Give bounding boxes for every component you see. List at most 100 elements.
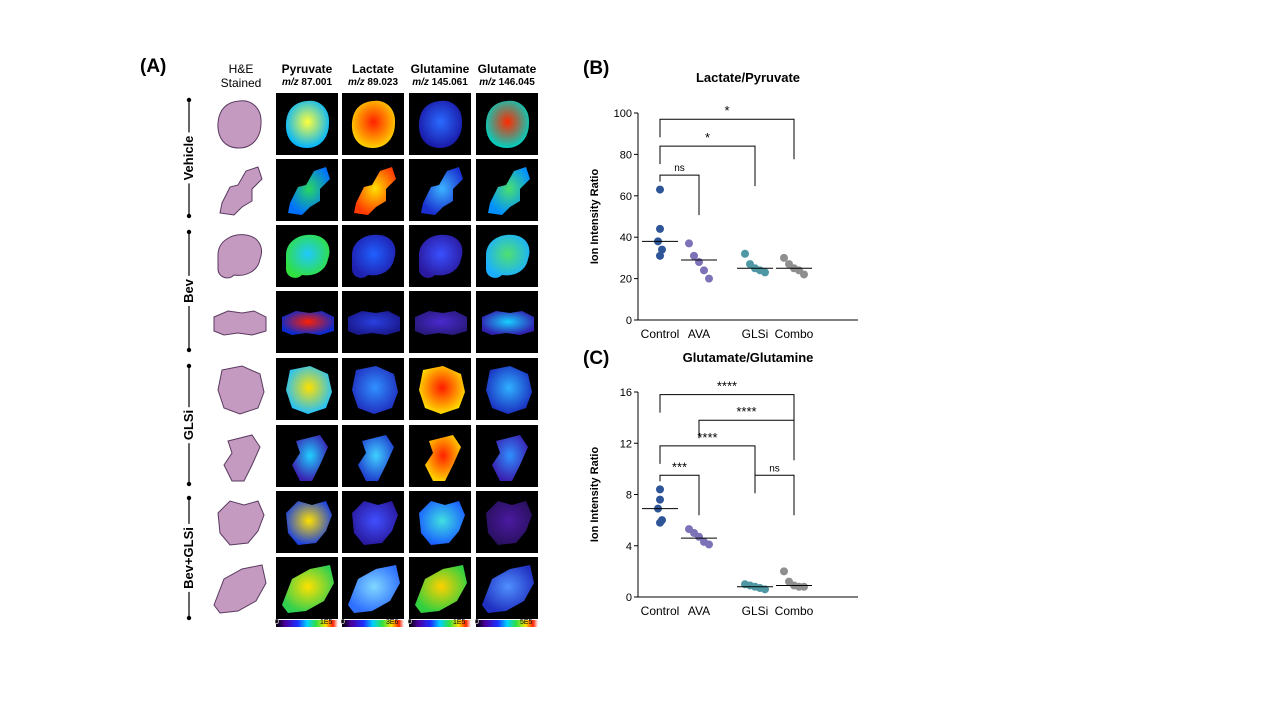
- ms-image-tile: [409, 93, 471, 155]
- ms-image-tile: [342, 491, 404, 553]
- he-stained-header: H&E Stained: [206, 62, 276, 90]
- data-point: [705, 540, 713, 549]
- he-stained-section: [217, 100, 262, 149]
- y-tick-label: 0: [626, 592, 632, 604]
- data-point: [761, 268, 769, 277]
- column-header-glutamine: Glutamine m/z 145.061: [405, 62, 475, 90]
- color-scale-bar: [342, 620, 404, 627]
- he-header-line1: H&E: [228, 62, 254, 76]
- group-label-bev-glsi: Bev+GLSi: [181, 524, 196, 592]
- significance-label: *: [705, 130, 710, 145]
- color-scale-bar: [276, 620, 338, 627]
- group-label-bev: Bev: [181, 276, 196, 306]
- ms-image-tile: [276, 491, 338, 553]
- chart-title: Lactate/Pyruvate: [696, 70, 800, 85]
- data-point: [800, 582, 808, 591]
- data-point: [658, 245, 666, 254]
- data-point: [780, 253, 788, 262]
- mz-value: 145.061: [431, 77, 468, 88]
- mz-value: 87.001: [301, 77, 333, 88]
- column-mz: m/z 89.023: [338, 76, 408, 90]
- y-tick-label: 4: [626, 541, 632, 553]
- significance-bracket: [659, 118, 795, 160]
- column-header-lactate: Lactate m/z 89.023: [338, 62, 408, 90]
- data-point: [656, 485, 664, 494]
- mz-prefix: m/z: [412, 77, 429, 88]
- scale-min-label: 0: [408, 619, 412, 626]
- y-tick-label: 16: [620, 387, 632, 399]
- group-label-vehicle: Vehicle: [181, 132, 196, 184]
- ms-image-tile: [276, 358, 338, 420]
- significance-label: *: [724, 103, 729, 118]
- column-mz: m/z 145.061: [405, 76, 475, 90]
- ms-image-tile: [342, 93, 404, 155]
- ms-image-tile: [342, 358, 404, 420]
- significance-bracket: [754, 474, 795, 516]
- x-tick-label: Control: [641, 327, 680, 341]
- x-tick-label: GLSi: [742, 327, 769, 341]
- mz-prefix: m/z: [281, 77, 299, 88]
- significance-bracket: [659, 174, 700, 216]
- data-point: [695, 532, 703, 541]
- column-name: Lactate: [351, 62, 395, 76]
- data-point: [690, 251, 698, 260]
- y-tick-label: 40: [620, 232, 632, 244]
- group-label-glsi: GLSi: [181, 406, 196, 444]
- x-tick-label: AVA: [688, 604, 710, 618]
- ms-image-tile: [409, 491, 471, 553]
- data-point: [761, 585, 769, 594]
- significance-bracket: [659, 394, 795, 435]
- he-stained-section: [223, 434, 261, 482]
- scale-min-label: 0: [341, 619, 345, 626]
- glutamate-glutamine-chart: Glutamate/Glutamine 0 4 8 12 16 Ion Intensity …: [589, 350, 858, 618]
- data-point: [700, 266, 708, 275]
- data-point: [741, 249, 749, 258]
- data-point: [656, 251, 664, 260]
- data-point: [800, 270, 808, 279]
- he-stained-section: [219, 166, 263, 216]
- significance-bracket: [659, 145, 756, 187]
- ms-image-tile: [476, 491, 538, 553]
- y-axis-label: Ion Intensity Ratio: [589, 447, 601, 543]
- y-tick-label: 80: [620, 149, 632, 161]
- ms-image-tile: [409, 225, 471, 287]
- y-tick-label: 100: [614, 108, 632, 120]
- mz-value: 89.023: [367, 77, 399, 88]
- color-scale-bar: [409, 620, 471, 627]
- significance-bracket: [659, 474, 700, 516]
- scale-max-label: 3E6: [386, 619, 399, 626]
- y-tick-label: 20: [620, 274, 632, 286]
- ms-image-tile: [276, 425, 338, 487]
- y-tick-label: 12: [620, 438, 632, 450]
- significance-bracket: [698, 419, 795, 461]
- significance-bracket: [659, 445, 756, 486]
- x-tick-label: Control: [641, 604, 680, 618]
- ms-image-tile: [476, 291, 538, 353]
- column-mz: m/z 146.045: [472, 76, 542, 90]
- ms-image-tile: [476, 93, 538, 155]
- ms-image-tile: [342, 425, 404, 487]
- lactate-pyruvate-chart: Lactate/Pyruvate 0 20 40 60 80 100 Ion Intensit…: [589, 70, 858, 341]
- ms-image-tile: [409, 358, 471, 420]
- he-header-line2: Stained: [220, 76, 262, 90]
- scale-min-label: 0: [475, 619, 479, 626]
- significance-label: ****: [697, 430, 717, 445]
- ms-image-tile: [409, 291, 471, 353]
- significance-label: ***: [672, 459, 687, 474]
- scale-max-label: 5E5: [520, 619, 533, 626]
- ms-image-tile: [342, 557, 404, 619]
- he-stained-section: [217, 234, 262, 279]
- significance-label: ns: [674, 163, 685, 174]
- ms-image-tile: [476, 425, 538, 487]
- y-tick-label: 60: [620, 191, 632, 203]
- significance-label: ****: [736, 404, 756, 419]
- panel-b-label: (B): [583, 58, 610, 79]
- ms-image-tile: [276, 225, 338, 287]
- ms-image-tile: [342, 159, 404, 221]
- column-name: Glutamate: [477, 62, 537, 76]
- ms-image-tile: [276, 159, 338, 221]
- he-stained-section: [213, 310, 267, 336]
- ms-image-tile: [342, 225, 404, 287]
- panel-a-label: (A): [140, 56, 167, 77]
- column-name: Glutamine: [410, 62, 470, 76]
